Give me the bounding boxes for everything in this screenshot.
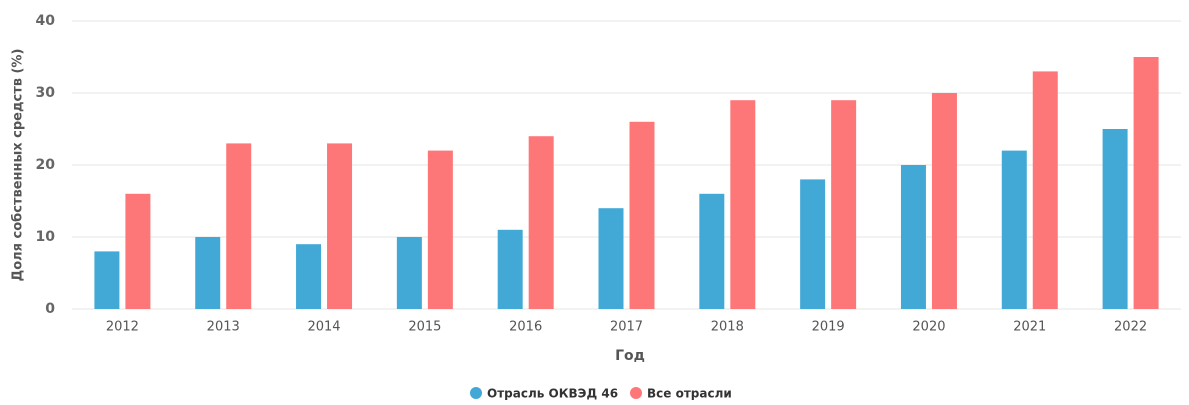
bar bbox=[831, 100, 857, 309]
bar bbox=[195, 237, 221, 309]
x-tick-label: 2013 bbox=[207, 320, 240, 335]
x-tick-label: 2017 bbox=[610, 320, 643, 335]
y-tick-label: 0 bbox=[45, 301, 55, 317]
x-tick-label: 2016 bbox=[509, 320, 542, 335]
y-tick-label: 20 bbox=[36, 157, 56, 173]
bar bbox=[125, 193, 151, 309]
legend-marker bbox=[630, 387, 642, 399]
bar bbox=[931, 93, 957, 309]
y-axis-label: Доля собственных средств (%) bbox=[11, 49, 26, 282]
x-tick-label: 2020 bbox=[912, 320, 945, 335]
bar bbox=[900, 165, 926, 309]
x-tick-label: 2019 bbox=[812, 320, 845, 335]
bar bbox=[1102, 129, 1128, 309]
bar bbox=[226, 143, 252, 309]
x-tick-label: 2021 bbox=[1013, 320, 1046, 335]
y-tick-label: 10 bbox=[36, 229, 56, 245]
x-axis-label: Год bbox=[615, 348, 645, 364]
bar bbox=[730, 100, 756, 309]
bar bbox=[327, 143, 353, 309]
bar bbox=[528, 136, 554, 309]
x-tick-label: 2015 bbox=[408, 320, 441, 335]
x-tick-label: 2022 bbox=[1114, 320, 1147, 335]
legend-marker bbox=[470, 387, 482, 399]
x-tick-label: 2012 bbox=[106, 320, 139, 335]
bar bbox=[1001, 150, 1027, 309]
bar bbox=[629, 121, 655, 309]
x-tick-label: 2014 bbox=[307, 320, 340, 335]
bar bbox=[800, 179, 826, 309]
bar bbox=[296, 244, 322, 309]
x-tick-label: 2018 bbox=[711, 320, 744, 335]
bar bbox=[699, 193, 725, 309]
bar bbox=[1133, 57, 1159, 309]
bar bbox=[94, 251, 120, 309]
bar bbox=[497, 229, 523, 309]
bar bbox=[396, 237, 422, 309]
y-tick-label: 30 bbox=[36, 85, 56, 101]
bar bbox=[1032, 71, 1058, 310]
legend-label: Все отрасли bbox=[647, 387, 732, 401]
legend-label: Отрасль ОКВЭД 46 bbox=[487, 387, 618, 401]
y-tick-label: 40 bbox=[36, 13, 56, 29]
bar bbox=[598, 208, 624, 309]
bar bbox=[427, 150, 453, 309]
